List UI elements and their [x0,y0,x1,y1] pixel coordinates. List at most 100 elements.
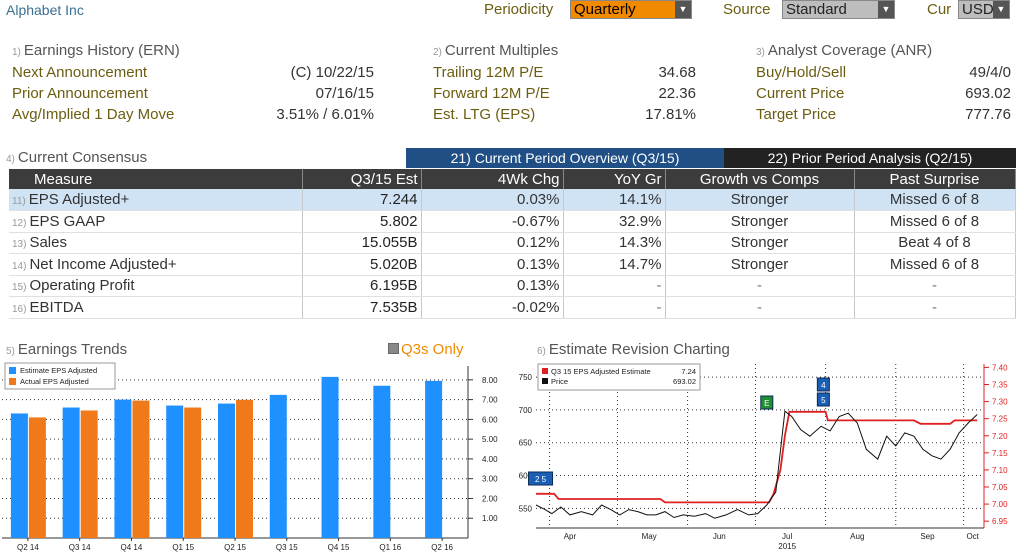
left-y-tick-label: 700 [519,406,533,415]
tab-prior-period-analysis[interactable]: 22) Prior Period Analysis (Q2/15) [724,148,1016,168]
legend-label: Actual EPS Adjusted [20,377,89,386]
table-cell-yoy: - [563,275,666,297]
currency-dropdown[interactable]: USD ▼ [958,0,1010,19]
table-cell-yoy: 14.1% [563,189,666,211]
row-number: 13) [12,239,27,251]
chevron-down-icon: ▼ [675,1,691,18]
bar-estimate [218,403,235,538]
est-ltg-value: 17.81% [645,106,696,123]
source-value: Standard [786,1,847,18]
x-tick-label: Q2 14 [17,543,39,552]
bar-estimate [425,380,443,538]
forward-pe-label: Forward 12M P/E [433,85,550,102]
periodicity-dropdown[interactable]: Quarterly ▼ [570,0,692,19]
column-header-yoy-gr[interactable]: YoY Gr [563,169,666,189]
q3s-only-label[interactable]: Q3s Only [401,341,464,358]
avg-implied-move-value: 3.51% / 6.01% [276,106,374,123]
event-marker-box [816,377,830,392]
legend-swatch [542,378,548,384]
source-dropdown[interactable]: Standard ▼ [782,0,895,19]
current-price-value: 693.02 [965,85,1011,102]
table-row[interactable]: 16) EBITDA 7.535B -0.02% - - - [9,296,1016,319]
bar-actual [236,399,253,538]
bar-estimate [373,385,391,538]
x-tick-label: Jul [782,532,792,541]
table-cell-measure: 13) Sales [9,232,303,254]
legend-value: 7.24 [681,367,696,376]
right-y-tick-label: 7.40 [992,363,1008,372]
tab-current-period-overview[interactable]: 21) Current Period Overview (Q3/15) [406,148,724,168]
table-cell-growth: Stronger [665,189,855,211]
bar-estimate [10,413,28,538]
legend-label: Price [551,377,568,386]
analyst-coverage-title[interactable]: 3) Analyst Coverage (ANR) [756,42,933,59]
chart-background [506,360,1024,552]
event-marker-label: 5 [821,396,826,405]
table-cell-measure: 16) EBITDA [9,296,303,319]
table-cell-growth: Stronger [665,232,855,254]
column-header-estimate[interactable]: Q3/15 Est [302,169,422,189]
table-cell-est: 5.020B [302,253,422,276]
periodicity-label: Periodicity [484,1,554,18]
table-cell-est: 5.802 [302,210,422,233]
legend-value: 693.02 [673,377,696,386]
legend-box [4,362,116,390]
next-announcement-label: Next Announcement [12,64,148,81]
table-row[interactable]: 14) Net Income Adjusted+ 5.020B 0.13% 14.7% S… [9,253,1016,276]
event-marker-label: 2 5 [535,475,547,484]
x-tick-label: May [642,532,657,541]
table-row[interactable]: 11) EPS Adjusted+ 7.244 0.03% 14.1% Stronger M… [9,189,1016,211]
table-header-row: Measure Q3/15 Est 4Wk Chg YoY Gr Growth … [9,169,1016,189]
x-tick-label: Q2 16 [431,543,453,552]
table-row[interactable]: 15) Operating Profit 6.195B 0.13% - - - [9,275,1016,297]
column-header-growth-vs-comps[interactable]: Growth vs Comps [665,169,855,189]
y-tick-label: 3.00 [482,475,498,484]
chevron-down-icon: ▼ [878,1,894,18]
row-number: 15) [12,282,27,294]
row-number: 11) [12,196,26,207]
table-cell-surprise: Missed 6 of 8 [854,253,1016,276]
table-cell-est: 7.535B [302,296,422,319]
table-row[interactable]: 13) Sales 15.055B 0.12% 14.3% Stronger Beat 4 … [9,232,1016,254]
left-y-tick-label: 600 [519,472,533,481]
x-tick-label: Q1 16 [379,543,401,552]
earnings-history-title[interactable]: 1) Earnings History (ERN) [12,42,180,59]
measure-label: Operating Profit [29,277,135,295]
current-multiples-title[interactable]: 2) Current Multiples [433,42,559,59]
x-tick-label: Oct [966,532,979,541]
q3s-only-checkbox[interactable] [388,343,399,354]
estimate-revision-title[interactable]: 6) Estimate Revision Charting [537,341,730,358]
consensus-table: Measure Q3/15 Est 4Wk Chg YoY Gr Growth … [9,169,1016,319]
x-tick-label: Q1 15 [172,543,194,552]
left-y-tick-label: 650 [519,439,533,448]
table-cell-chg: 0.03% [421,189,564,211]
column-header-measure[interactable]: Measure [9,169,303,189]
column-header-4wk-chg[interactable]: 4Wk Chg [421,169,564,189]
table-cell-measure: 15) Operating Profit [9,275,303,297]
right-y-tick-label: 7.00 [992,500,1008,509]
table-cell-growth: - [665,275,855,297]
x-tick-label: Q4 14 [121,543,143,552]
table-row[interactable]: 12) EPS GAAP 5.802 -0.67% 32.9% Stronger Misse… [9,210,1016,233]
table-cell-est: 7.244 [302,189,422,211]
target-price-value: 777.76 [965,106,1011,123]
legend-box [537,363,701,391]
bar-actual [132,400,150,538]
row-number: 12) [12,217,27,229]
buy-hold-sell-label: Buy/Hold/Sell [756,64,847,81]
measure-label: EPS GAAP [29,212,106,230]
right-y-tick-label: 7.15 [992,449,1008,458]
current-price-label: Current Price [756,85,845,102]
measure-label: EPS Adjusted+ [28,191,130,208]
row-number: 16) [12,303,27,315]
currency-label: Cur [927,1,952,18]
table-cell-chg: -0.02% [421,296,564,319]
current-consensus-title[interactable]: 4) Current Consensus [6,149,148,166]
column-header-past-surprise[interactable]: Past Surprise [854,169,1016,189]
earnings-trends-title[interactable]: 5) Earnings Trends [6,341,128,358]
event-marker-box [816,392,830,407]
right-y-tick-label: 7.30 [992,398,1008,407]
table-cell-est: 15.055B [302,232,422,254]
source-label: Source [723,1,771,18]
table-cell-surprise: Missed 6 of 8 [854,210,1016,233]
